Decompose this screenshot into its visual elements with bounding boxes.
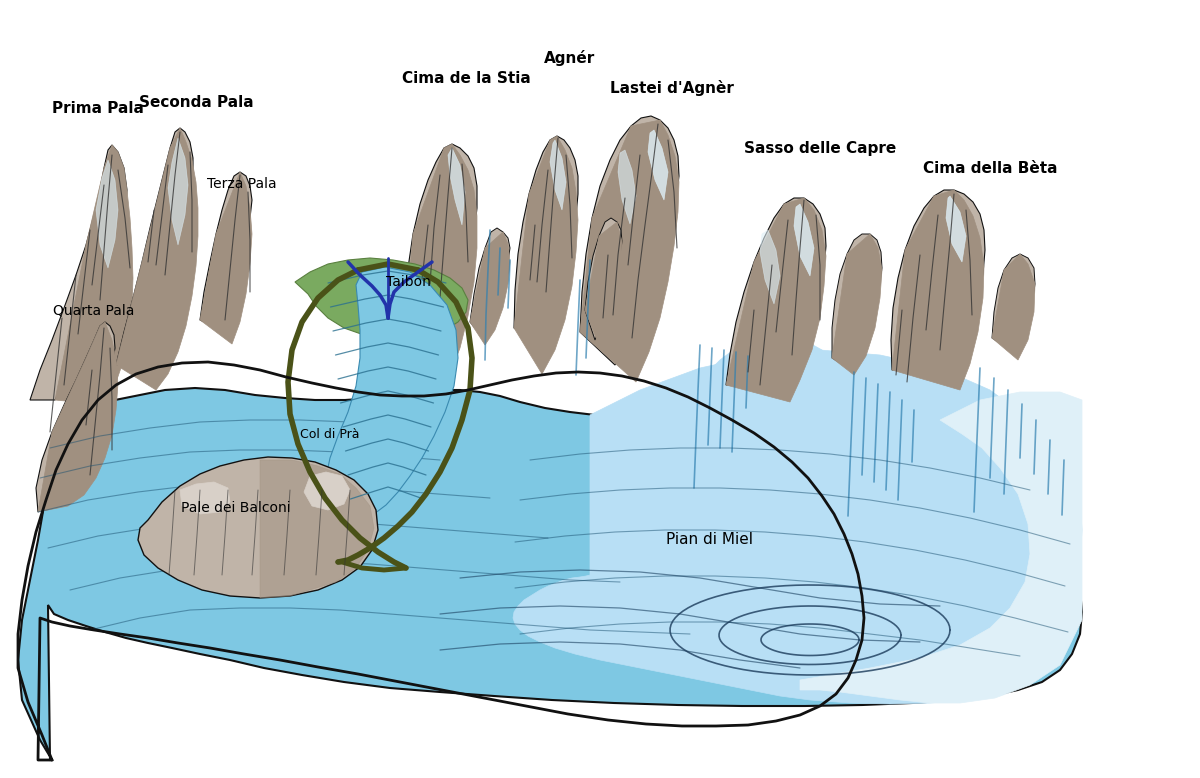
- Polygon shape: [760, 230, 780, 304]
- Polygon shape: [726, 198, 826, 402]
- Polygon shape: [180, 482, 230, 514]
- Polygon shape: [470, 228, 510, 340]
- Polygon shape: [648, 130, 668, 200]
- Polygon shape: [168, 138, 188, 245]
- Polygon shape: [646, 336, 846, 490]
- Polygon shape: [116, 128, 198, 390]
- Polygon shape: [55, 145, 133, 405]
- Polygon shape: [794, 204, 814, 276]
- Polygon shape: [946, 196, 966, 262]
- Polygon shape: [832, 234, 882, 375]
- Text: Agnér: Agnér: [545, 50, 595, 66]
- Polygon shape: [18, 388, 1082, 760]
- Text: Sasso delle Capre: Sasso delle Capre: [744, 141, 896, 156]
- Polygon shape: [404, 144, 478, 374]
- Polygon shape: [326, 267, 458, 522]
- Polygon shape: [992, 254, 1034, 360]
- Polygon shape: [470, 232, 510, 345]
- Polygon shape: [580, 116, 679, 365]
- Polygon shape: [38, 322, 118, 512]
- Text: Taibon: Taibon: [385, 275, 431, 289]
- Polygon shape: [295, 258, 468, 338]
- Polygon shape: [304, 472, 350, 510]
- Polygon shape: [800, 392, 1082, 703]
- Polygon shape: [18, 362, 864, 760]
- Polygon shape: [96, 160, 118, 268]
- Polygon shape: [514, 136, 578, 374]
- Polygon shape: [448, 148, 466, 225]
- Polygon shape: [586, 222, 622, 350]
- Text: Seconda Pala: Seconda Pala: [139, 94, 253, 110]
- Polygon shape: [138, 457, 378, 598]
- Polygon shape: [200, 172, 252, 330]
- Text: Terza Pala: Terza Pala: [208, 177, 277, 191]
- Polygon shape: [200, 172, 252, 344]
- Text: Pale dei Balconi: Pale dei Balconi: [181, 501, 290, 515]
- Text: Prima Pala: Prima Pala: [52, 100, 144, 115]
- Text: Col di Prà: Col di Prà: [300, 427, 360, 440]
- Polygon shape: [514, 350, 1082, 704]
- Polygon shape: [832, 234, 882, 372]
- Text: Quarta Pala: Quarta Pala: [53, 303, 134, 317]
- Polygon shape: [586, 218, 622, 340]
- Text: Cima de la Stia: Cima de la Stia: [402, 71, 530, 86]
- Text: Lastei d'Agnèr: Lastei d'Agnèr: [610, 80, 734, 96]
- Polygon shape: [890, 190, 985, 370]
- Polygon shape: [260, 460, 374, 598]
- Polygon shape: [404, 144, 478, 365]
- Polygon shape: [550, 140, 566, 210]
- Polygon shape: [618, 150, 636, 224]
- Text: Cima della Bèta: Cima della Bèta: [923, 160, 1057, 176]
- Polygon shape: [36, 322, 115, 512]
- Polygon shape: [726, 198, 826, 385]
- Polygon shape: [30, 145, 127, 400]
- Text: Pian di Miel: Pian di Miel: [666, 532, 754, 548]
- Polygon shape: [116, 128, 193, 365]
- Polygon shape: [992, 254, 1034, 355]
- Polygon shape: [892, 190, 984, 390]
- Polygon shape: [514, 136, 578, 340]
- Polygon shape: [580, 120, 679, 382]
